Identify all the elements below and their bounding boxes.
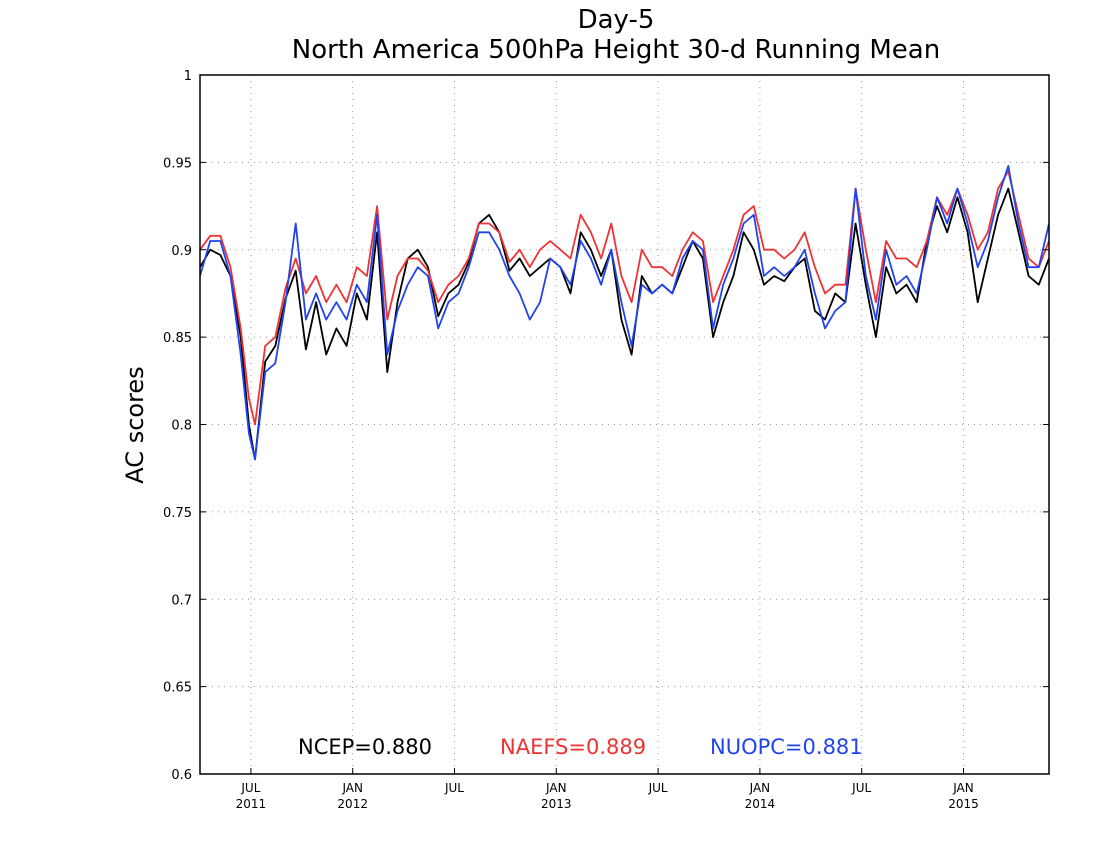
y-tick-label: 0.7 [171, 593, 192, 608]
legend: NCEP=0.880 NAEFS=0.889 NUOPC=0.881 [298, 735, 863, 759]
x-tick-month: JUL [648, 781, 668, 795]
x-tick-month: JUL [444, 781, 464, 795]
x-tick-year: 2014 [745, 797, 776, 811]
x-tick-month: JAN [341, 781, 363, 795]
x-tick-year: 2011 [236, 797, 267, 811]
chart-title: Day-5 [578, 5, 655, 35]
y-tick-label: 0.75 [163, 506, 192, 521]
series-line-naefs [199, 170, 1050, 426]
chart-subtitle: North America 500hPa Height 30-d Running… [292, 35, 940, 65]
x-tick-year: 2015 [948, 797, 979, 811]
grid [200, 75, 1049, 774]
legend-ncep: NCEP=0.880 [298, 735, 432, 759]
y-axis-ticks: 0.6 0.65 0.7 0.75 0.8 0.85 0.9 0.95 1 [163, 69, 1049, 783]
y-tick-label: 0.95 [163, 156, 192, 171]
x-axis-ticks: JUL 2011 JAN 2012 JUL JAN 2013 JUL JAN 2014 JUL JAN… [236, 768, 979, 811]
legend-nuopc: NUOPC=0.881 [710, 735, 863, 759]
plot-frame [199, 74, 1050, 775]
x-tick-year: 2012 [337, 797, 368, 811]
legend-naefs: NAEFS=0.889 [500, 735, 646, 759]
series-line-ncep [199, 187, 1050, 461]
y-tick-label: 0.6 [171, 768, 192, 783]
y-tick-label: 0.65 [163, 681, 192, 696]
x-tick-month: JAN [952, 781, 974, 795]
y-tick-label: 0.85 [163, 331, 192, 346]
y-tick-label: 0.8 [171, 419, 192, 434]
y-axis-label: AC scores [121, 366, 149, 483]
x-tick-year: 2013 [541, 797, 572, 811]
x-tick-month: JUL [240, 781, 260, 795]
y-tick-label: 0.9 [171, 244, 192, 259]
y-tick-label: 1 [184, 69, 192, 84]
x-tick-month: JUL [851, 781, 871, 795]
x-tick-month: JAN [545, 781, 567, 795]
series-lines [199, 164, 1050, 461]
series-line-nuopc [199, 164, 1050, 461]
x-tick-month: JAN [749, 781, 771, 795]
